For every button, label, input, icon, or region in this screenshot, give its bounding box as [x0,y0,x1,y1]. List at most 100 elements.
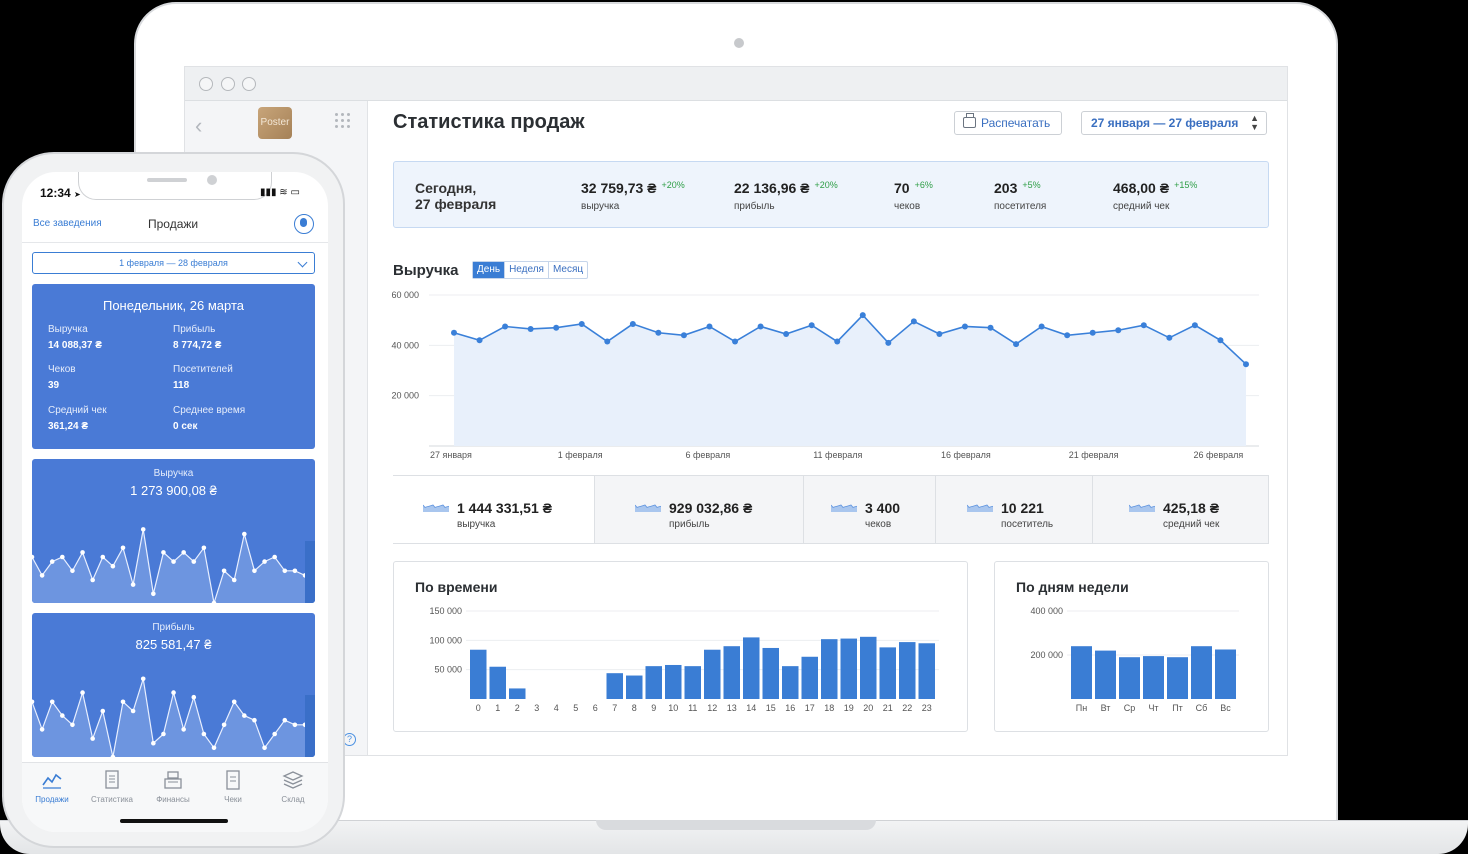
revenue-point [936,331,943,338]
phone-revenue-card[interactable]: Выручка 1 273 900,08 ₴ [32,459,315,603]
sparkline-line [423,504,449,508]
sparkline-point [272,731,277,737]
day-summary-card[interactable]: Понедельник, 26 марта Выручка 14 088,37 ₴… [32,284,315,449]
x-tick-label: 26 февраля [1193,450,1243,460]
x-tick-label: 16 [785,703,795,713]
location-arrow-icon: ➤ [74,190,81,199]
sparkline-point [282,568,288,574]
sparkline-line [32,529,306,603]
revenue-point [680,332,687,339]
bar [1215,649,1236,699]
sparkline-line [831,504,857,508]
tab-finance[interactable]: Финансы [143,769,203,804]
sparkline-point [151,591,156,597]
tab-statistics[interactable]: Статистика [82,769,142,804]
phone-profit-card[interactable]: Прибыль 825 581,47 ₴ [32,613,315,757]
bar [509,688,526,699]
tab-month[interactable]: Месяц [552,264,584,275]
revenue-point [527,325,534,332]
sparkline-area [423,505,449,512]
bar [1071,646,1092,699]
x-tick-label: 22 [902,703,912,713]
x-tick-label: 9 [651,703,656,713]
revenue-point [961,323,968,330]
tab-day[interactable]: День [473,262,506,278]
sparkline-icon [831,504,857,512]
sparkline-point [221,722,227,728]
x-tick-label: 5 [573,703,578,713]
sparkline-point [191,694,197,700]
sparkline-area [967,505,993,512]
totals-strip: 1 444 331,51 ₴ выручка 929 032,86 ₴ приб… [393,475,1269,544]
back-chevron-icon[interactable]: ‹ [195,113,203,138]
stat-label: средний чек [1113,201,1170,212]
receipt-icon [226,770,240,790]
by-time-panel: По времени 50 000 100 000 150 000 0 1 2 3 4 5 6 7 8… [393,561,968,732]
total-avg-check[interactable]: 425,18 ₴ средний чек [1093,476,1269,544]
status-time: 12:34 ➤ [40,186,81,200]
x-tick-label: 21 [883,703,893,713]
tab-warehouse[interactable]: Склад [263,769,323,804]
y-tick-label: 20 000 [391,391,419,401]
bar [860,636,877,699]
today-label-line1: Сегодня, [415,180,477,196]
profile-avatar-icon[interactable] [294,214,314,234]
bar [918,643,935,699]
day-stat: Среднее время 0 сек [173,405,245,432]
total-checks[interactable]: 3 400 чеков [804,476,936,544]
by-weekday-panel: По дням недели 200 000 400 000 Пн Вт Ср Чт Пт С… [994,561,1269,732]
today-stat-visitors: 203 +5% посетителя [994,180,1046,212]
tab-label: Финансы [156,795,190,804]
x-tick-label: 7 [612,703,617,713]
all-venues-link[interactable]: Все заведения [33,218,102,229]
sparkline-point [272,554,277,560]
signal-icon: ▮▮▮ [260,187,277,198]
stat-label: чеков [894,201,921,212]
x-tick-label: Пт [1172,703,1183,713]
poster-logo[interactable]: Poster [258,107,292,139]
revenue-point [476,337,483,344]
print-button[interactable]: Распечатать [954,111,1062,135]
revenue-point [1064,332,1071,339]
x-tick-label: 15 [766,703,776,713]
phone-date-range-select[interactable]: 1 февраля — 28 февраля [32,252,315,274]
sparkline-line [32,678,305,757]
total-label: посетитель [1001,519,1054,530]
window-close-button[interactable] [199,77,213,91]
revenue-point [1217,337,1224,344]
wifi-icon: ≋ [279,187,288,198]
today-summary: Сегодня, 27 февраля 32 759,73 ₴ +20% выру… [393,161,1269,228]
total-revenue[interactable]: 1 444 331,51 ₴ выручка [393,476,595,544]
tab-label: Чеки [224,795,242,804]
date-range-select[interactable]: 27 января — 27 февраля ▲ ▼ [1081,111,1267,135]
day-stat: Средний чек 361,24 ₴ [48,405,107,432]
bar [743,637,760,699]
apps-grid-icon[interactable] [335,113,353,131]
stat-value: 70 [894,180,910,196]
x-tick-label: 1 февраля [558,450,603,460]
sparkline-point [70,568,75,574]
tab-receipts[interactable]: Чеки [203,769,263,804]
sparkline-point [151,740,156,746]
x-tick-label: 23 [922,703,932,713]
window-minimize-button[interactable] [221,77,235,91]
y-tick-label: 40 000 [391,340,419,350]
day-stat-value: 8 774,72 ₴ [173,340,222,351]
tab-week[interactable]: Неделя [505,262,549,278]
total-value: 929 032,86 ₴ [669,500,753,516]
y-tick-label: 60 000 [391,290,419,300]
chart-line-icon [42,773,62,789]
revenue-period-tabs: День Неделя Месяц [472,261,589,279]
day-stat-value: 14 088,37 ₴ [48,340,102,351]
phone-title: Продажи [148,217,199,231]
y-tick-label: 50 000 [434,665,462,675]
window-maximize-button[interactable] [242,77,256,91]
printer-icon [963,113,976,128]
revenue-point [655,329,662,336]
bar [1167,657,1188,699]
tab-sales[interactable]: Продажи [22,769,82,804]
total-visitors[interactable]: 10 221 посетитель [936,476,1093,544]
revenue-point [732,338,739,345]
total-profit[interactable]: 929 032,86 ₴ прибыль [595,476,804,544]
